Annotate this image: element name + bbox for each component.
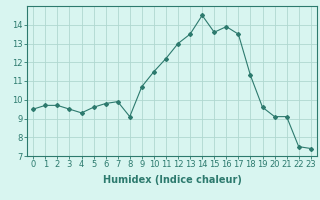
- X-axis label: Humidex (Indice chaleur): Humidex (Indice chaleur): [103, 175, 241, 185]
